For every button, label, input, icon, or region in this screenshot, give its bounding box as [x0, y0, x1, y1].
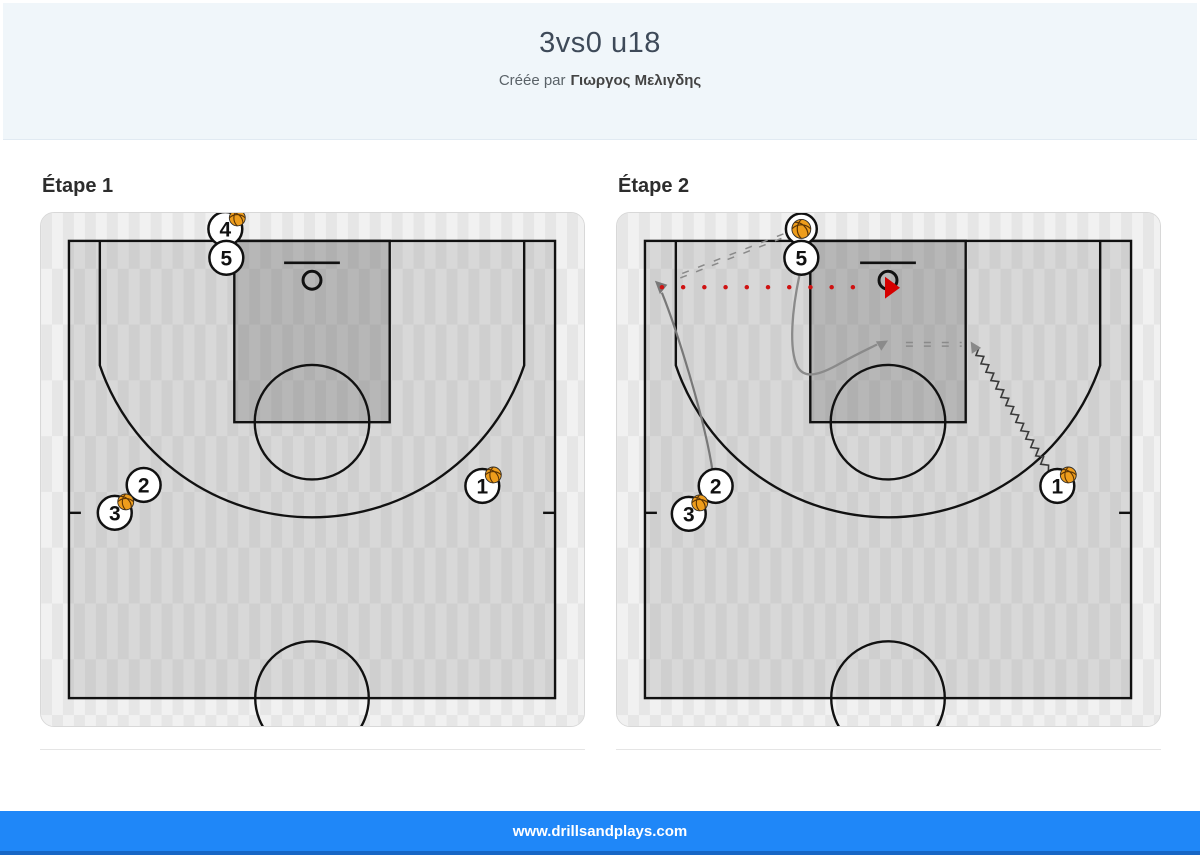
curl-cut-player-5 — [791, 275, 878, 376]
player-1-label: 1 — [1052, 475, 1064, 498]
player-1-label: 1 — [477, 475, 489, 498]
actions-step-2 — [654, 233, 1050, 473]
players-step-2: 5 2 3 1 — [670, 213, 1077, 533]
step-1-column: Étape 1 — [40, 175, 585, 811]
players-step-1: 4 5 2 3 — [96, 213, 502, 532]
basketball-icon — [228, 213, 246, 227]
three-point-line — [674, 240, 1102, 519]
step-1-court-svg: 4 5 2 3 — [41, 213, 584, 726]
byline: Créée par Γιωργος Μελιγδης — [3, 72, 1197, 89]
player-5-label: 5 — [796, 247, 808, 270]
rim — [301, 269, 323, 291]
basketball-icon — [1059, 466, 1077, 484]
site-footer: www.drillsandplays.com — [0, 811, 1200, 851]
footer-link[interactable]: www.drillsandplays.com — [512, 822, 688, 840]
player-3-label: 3 — [109, 502, 121, 525]
player-5-label: 5 — [221, 247, 233, 270]
byline-author: Γιωργος Μελιγδης — [570, 72, 702, 89]
step-1-divider — [40, 749, 585, 750]
paint-area — [233, 239, 391, 424]
player-5: 5 — [208, 239, 245, 277]
byline-prefix: Créée par — [498, 72, 566, 89]
basketball-icon — [117, 493, 135, 511]
court-lines — [67, 239, 557, 726]
player-2-label: 2 — [710, 475, 722, 498]
free-throw-circle — [829, 363, 947, 481]
step-2-divider — [616, 749, 1161, 750]
step-1-diagram-card: 4 5 2 3 — [40, 212, 585, 727]
center-circle — [254, 640, 370, 726]
player-5: 5 — [783, 239, 820, 277]
player-2-label: 2 — [138, 474, 150, 497]
player-1: 1 — [1039, 467, 1076, 505]
basketball-icon — [691, 494, 709, 512]
page-title: 3vs0 u18 — [539, 27, 661, 59]
cut-line-player-2 — [660, 292, 714, 473]
shot-arrow — [885, 276, 900, 299]
basketball-icon — [791, 219, 812, 239]
step-2-diagram-card: 5 2 3 1 — [616, 212, 1161, 727]
player-3-label: 3 — [683, 503, 695, 526]
player-4-label: 4 — [220, 218, 232, 241]
step-2-title: Étape 2 — [618, 175, 690, 197]
footer-bottom-strip — [0, 851, 1200, 855]
player-2: 2 — [697, 467, 734, 505]
curl-arrow — [875, 340, 889, 351]
three-point-line — [98, 240, 526, 519]
free-throw-circle — [253, 363, 371, 481]
paint-area — [809, 239, 967, 424]
dribble-arrow — [970, 341, 982, 354]
dribble-zigzag-player-1 — [973, 344, 1050, 472]
step-2-column: Étape 2 — [616, 175, 1161, 811]
basketball-icon — [484, 466, 502, 484]
content-area: Étape 1 — [0, 140, 1200, 811]
center-circle — [830, 640, 946, 726]
step-2-court-svg: 5 2 3 1 — [617, 213, 1160, 726]
pass-dashed-inbound — [671, 233, 784, 282]
player-2: 2 — [125, 466, 162, 504]
page-header: 3vs0 u18 Créée par Γιωργος Μελιγδης — [3, 3, 1197, 140]
step-1-title: Étape 1 — [42, 175, 114, 197]
